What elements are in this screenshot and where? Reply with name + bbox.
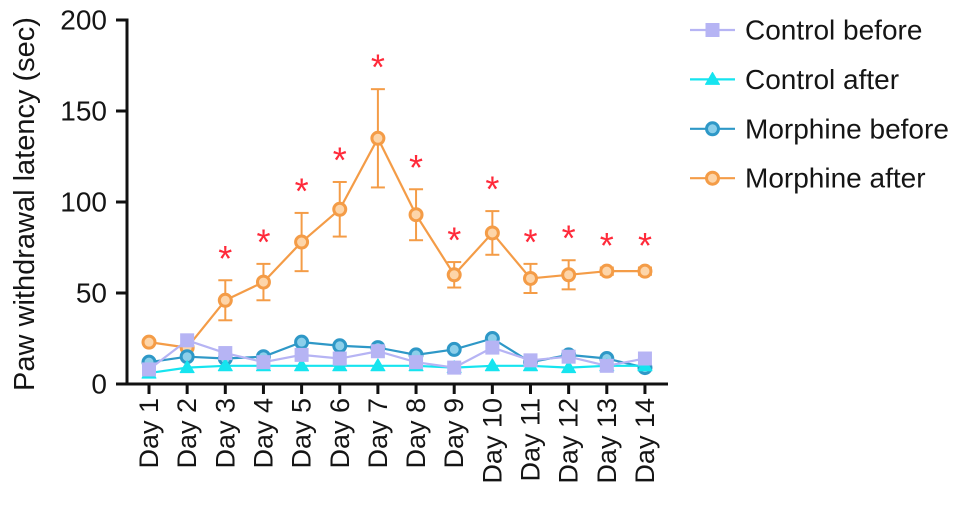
significance-asterisk: * bbox=[218, 238, 232, 279]
series-control-after bbox=[141, 358, 653, 379]
data-point bbox=[370, 130, 386, 146]
significance-asterisk: * bbox=[485, 169, 499, 210]
y-tick-label: 100 bbox=[60, 187, 107, 218]
data-point bbox=[599, 263, 615, 279]
legend-item-morphine-before: Morphine before bbox=[690, 113, 949, 144]
x-tick-label: Day 9 bbox=[439, 398, 469, 469]
data-point bbox=[142, 362, 156, 377]
data-point bbox=[217, 358, 233, 372]
x-tick-label: Day 1 bbox=[134, 398, 164, 469]
data-point bbox=[294, 358, 310, 372]
significance-asterisk: * bbox=[447, 220, 461, 261]
significance-asterisk: * bbox=[256, 221, 270, 262]
data-point bbox=[484, 225, 500, 241]
x-tick-label: Day 12 bbox=[554, 398, 584, 484]
data-point bbox=[523, 270, 538, 286]
x-tick-label: Day 8 bbox=[401, 398, 431, 469]
legend-item-morphine-after: Morphine after bbox=[690, 163, 926, 194]
x-tick-label: Day 3 bbox=[210, 398, 240, 469]
y-tick-label: 200 bbox=[60, 5, 107, 36]
data-point bbox=[408, 207, 424, 223]
data-point bbox=[561, 267, 577, 283]
y-tick-label: 0 bbox=[91, 369, 107, 400]
data-point bbox=[409, 355, 424, 370]
series-morphine-after: * * * * * * * * * * * * bbox=[141, 47, 653, 356]
data-point bbox=[485, 340, 500, 355]
x-tick-label: Day 13 bbox=[592, 398, 622, 484]
legend-marker bbox=[705, 23, 720, 37]
data-point bbox=[294, 347, 309, 362]
significance-asterisk: * bbox=[371, 47, 385, 88]
y-tick-label: 50 bbox=[76, 278, 107, 309]
legend-label: Morphine after bbox=[745, 163, 926, 194]
data-point bbox=[332, 338, 348, 354]
data-point bbox=[447, 360, 462, 375]
x-tick-label: Day 10 bbox=[477, 398, 507, 484]
data-point bbox=[179, 360, 195, 374]
significance-asterisk: * bbox=[638, 225, 652, 266]
legend-label: Control after bbox=[745, 64, 899, 95]
significance-asterisk: * bbox=[295, 170, 309, 211]
data-point bbox=[332, 351, 347, 366]
data-point bbox=[446, 341, 462, 357]
data-point bbox=[332, 201, 348, 217]
series-control-before bbox=[142, 333, 652, 377]
legend: Control before Control after Morphine befo… bbox=[690, 15, 949, 194]
x-tick-label: Day 2 bbox=[172, 398, 202, 469]
legend-item-control-before: Control before bbox=[690, 15, 922, 46]
data-point bbox=[294, 234, 310, 250]
significance-asterisk: * bbox=[409, 147, 423, 188]
data-point bbox=[637, 351, 652, 366]
significance-asterisk: * bbox=[562, 218, 576, 259]
data-point bbox=[218, 346, 233, 361]
data-point bbox=[370, 358, 386, 372]
x-tick-label: Day 6 bbox=[325, 398, 355, 469]
significance-asterisk: * bbox=[333, 139, 347, 180]
plot-area: * * * * * * * * * * * * bbox=[141, 47, 653, 379]
data-point bbox=[255, 274, 271, 290]
data-point bbox=[484, 358, 500, 372]
x-tick-label: Day 11 bbox=[516, 398, 546, 482]
data-point bbox=[446, 267, 462, 283]
legend-marker bbox=[705, 170, 720, 186]
data-point bbox=[294, 334, 310, 350]
data-point bbox=[599, 358, 614, 373]
data-point bbox=[637, 263, 653, 279]
legend-label: Control before bbox=[745, 15, 922, 46]
x-tick-label: Day 14 bbox=[630, 398, 660, 484]
data-point bbox=[561, 349, 576, 364]
legend-item-control-after: Control after bbox=[690, 64, 899, 95]
legend-label: Morphine before bbox=[745, 113, 949, 144]
legend-marker bbox=[705, 71, 720, 85]
significance-asterisk: * bbox=[600, 225, 614, 266]
x-tick-label: Day 4 bbox=[248, 398, 278, 469]
axes: 0 50 100 150 200 Day 1 Day 2 Day 3 Day 4 Day 5 Day… bbox=[60, 5, 668, 484]
series-line bbox=[148, 364, 645, 375]
data-point bbox=[561, 360, 577, 374]
legend-marker bbox=[705, 121, 720, 137]
data-point bbox=[141, 334, 157, 350]
data-point bbox=[256, 355, 271, 370]
y-axis-title: Paw withdrawal latency (sec) bbox=[9, 17, 41, 391]
x-tick-label: Day 5 bbox=[287, 398, 317, 469]
data-point bbox=[217, 292, 233, 308]
data-point bbox=[523, 353, 538, 368]
y-tick-label: 150 bbox=[60, 96, 107, 127]
significance-asterisk: * bbox=[523, 221, 537, 262]
data-point bbox=[370, 344, 385, 359]
data-point bbox=[180, 333, 195, 348]
x-tick-label: Day 7 bbox=[363, 398, 393, 469]
